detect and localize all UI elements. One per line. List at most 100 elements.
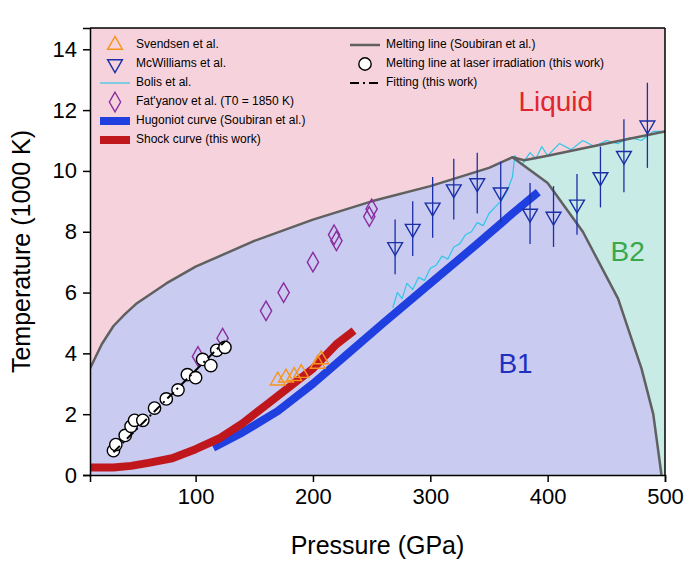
error-bar xyxy=(553,186,554,247)
series-point xyxy=(307,252,318,272)
y-tick: 10 xyxy=(53,158,90,183)
y-tick-label: 0 xyxy=(65,463,77,488)
legend-swatch xyxy=(100,82,130,83)
legend-swatch xyxy=(350,44,380,47)
error-bar xyxy=(394,220,395,275)
plot-area xyxy=(90,28,665,475)
series-point xyxy=(331,231,342,251)
y-tick-label: 12 xyxy=(53,98,77,123)
x-axis: 100200300400500 xyxy=(91,475,684,509)
y-tick-mark xyxy=(83,110,90,112)
x-tick-mark xyxy=(313,475,315,482)
series-point xyxy=(425,203,440,216)
x-tick-label: 100 xyxy=(178,484,215,509)
series-line xyxy=(90,331,354,468)
series-point xyxy=(446,185,461,198)
x-tick: 500 xyxy=(647,475,684,509)
legend-item: Melting line (Soubiran et al.) xyxy=(350,37,535,51)
chart-svg: LiquidB1B210020030040050002468101214Pres… xyxy=(0,0,700,576)
error-bar xyxy=(600,147,601,208)
region-b1 xyxy=(90,131,665,475)
error-bar xyxy=(529,183,530,244)
legend-swatch xyxy=(100,136,130,144)
frame xyxy=(90,27,665,29)
x-tick-label: 500 xyxy=(647,484,684,509)
x-tick-label: 300 xyxy=(412,484,449,509)
series-line xyxy=(90,131,665,368)
legend-label: Shock curve (this work) xyxy=(136,132,261,146)
x-axis-title: Pressure (GPa) xyxy=(291,531,465,559)
error-bar xyxy=(500,162,501,223)
series-point xyxy=(546,212,561,225)
legend-swatch xyxy=(100,117,130,125)
legend-item: Melting line at laser irradiation (this … xyxy=(359,56,604,70)
series-point xyxy=(260,301,271,321)
y-tick: 4 xyxy=(65,341,90,366)
y-tick-label: 4 xyxy=(65,341,77,366)
x-tick-mark xyxy=(195,475,197,482)
y-axis-line xyxy=(83,29,91,476)
series-point xyxy=(405,224,420,237)
series-point xyxy=(137,414,149,426)
error-bar xyxy=(647,83,648,168)
y-tick: 6 xyxy=(65,280,90,305)
y-tick-mark xyxy=(83,353,90,355)
legend-swatch xyxy=(350,82,380,84)
y-tick: 0 xyxy=(65,463,90,488)
series-line xyxy=(512,157,661,475)
error-bar xyxy=(623,119,624,192)
x-tick-mark xyxy=(430,475,432,482)
legend-item: Hugoniot curve (Soubiran et al.) xyxy=(100,113,305,127)
x-tick-label: 200 xyxy=(295,484,332,509)
y-tick-label: 10 xyxy=(53,158,77,183)
y-tick-label: 2 xyxy=(65,402,77,427)
series-point xyxy=(287,368,302,381)
annotation: Liquid xyxy=(518,86,593,117)
y-tick-mark xyxy=(83,414,90,416)
x-axis-line xyxy=(91,476,666,483)
x-tick-mark xyxy=(665,475,667,482)
x-tick-mark xyxy=(547,475,549,482)
x-tick: 300 xyxy=(412,475,449,509)
legend-item: Svendsen et al. xyxy=(108,36,219,51)
legend-label: Fat'yanov et al. (T0 = 1850 K) xyxy=(136,94,294,108)
series-point xyxy=(205,359,217,371)
y-tick-label: 6 xyxy=(65,280,77,305)
x-tick: 200 xyxy=(295,475,332,509)
legend-swatch xyxy=(108,36,123,49)
frame xyxy=(664,28,666,475)
legend-label: McWilliams et al. xyxy=(136,56,226,70)
series-point xyxy=(294,365,309,378)
y-tick: 8 xyxy=(65,219,90,244)
legend-item: Bolis et al. xyxy=(100,75,191,89)
series-point xyxy=(640,121,655,134)
y-tick-mark xyxy=(83,231,90,233)
error-bar xyxy=(412,201,413,256)
error-bar xyxy=(432,177,433,238)
y-tick-label: 14 xyxy=(53,37,77,62)
error-bar xyxy=(576,174,577,235)
y-tick-label: 8 xyxy=(65,219,77,244)
series-point xyxy=(523,209,538,222)
error-bar xyxy=(477,153,478,214)
region-liquid xyxy=(90,28,665,475)
series-point xyxy=(366,199,377,219)
legend-item: Fitting (this work) xyxy=(350,75,477,89)
legend-item: Shock curve (this work) xyxy=(100,132,261,146)
y-tick-mark xyxy=(83,171,90,173)
series-point xyxy=(219,341,231,353)
y-tick-mark xyxy=(83,475,90,477)
chart-container: LiquidB1B210020030040050002468101214Pres… xyxy=(0,0,700,576)
legend-label: Hugoniot curve (Soubiran et al.) xyxy=(136,113,305,127)
annotation: B2 xyxy=(611,236,645,267)
legend-label: Melting line at laser irradiation (this … xyxy=(386,56,604,70)
series-point xyxy=(570,200,585,213)
series-point xyxy=(593,173,608,186)
series-point xyxy=(189,372,201,384)
annotation: B1 xyxy=(498,348,532,379)
y-tick: 12 xyxy=(53,98,90,123)
series-point xyxy=(470,179,485,192)
legend-label: Svendsen et al. xyxy=(136,37,219,51)
legend-label: Fitting (this work) xyxy=(386,75,477,89)
series-line xyxy=(113,341,224,452)
